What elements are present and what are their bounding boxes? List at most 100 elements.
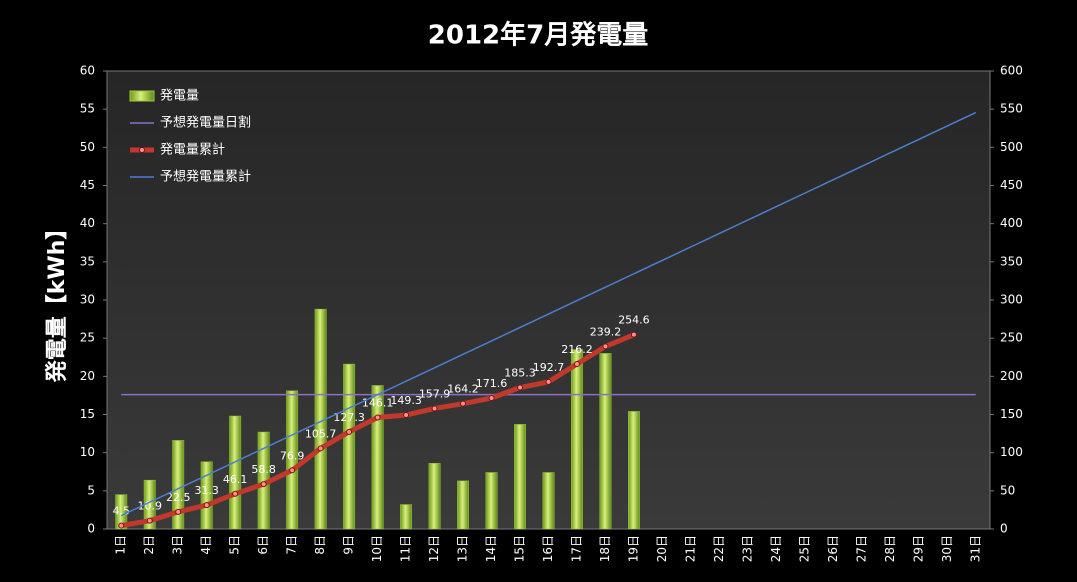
point (460, 400, 467, 407)
x-tick-label: 27日 (854, 535, 868, 562)
y2-tick-label: 350 (1000, 254, 1023, 268)
series-line (120, 111, 977, 517)
y-tick-label: 30 (80, 293, 95, 307)
x-tick-label: 14日 (484, 535, 498, 562)
x-tick-label: 24日 (769, 535, 783, 562)
point (602, 343, 609, 350)
point (403, 412, 410, 419)
x-tick-label: 20日 (655, 535, 669, 562)
data-label: 10.9 (137, 500, 162, 513)
x-tick-label: 23日 (740, 535, 754, 562)
x-tick-label: 16日 (541, 535, 555, 562)
legend-marker (139, 147, 145, 153)
bar (229, 415, 242, 530)
data-label: 105.7 (305, 427, 337, 440)
x-tick-label: 21日 (683, 535, 697, 562)
point (517, 384, 524, 391)
point (346, 428, 353, 435)
x-tick-label: 15日 (513, 535, 527, 562)
bar (343, 363, 356, 530)
x-tick-label: 28日 (883, 535, 897, 562)
point (545, 378, 552, 385)
y2-tick-label: 200 (1000, 369, 1023, 383)
y2-tick-label: 250 (1000, 331, 1023, 345)
y2-tick-label: 550 (1000, 102, 1023, 116)
bar (599, 353, 612, 530)
point (630, 331, 637, 338)
y-tick-label: 60 (80, 64, 95, 78)
point (175, 508, 182, 515)
point (374, 414, 381, 421)
point (431, 405, 438, 412)
data-label: 31.3 (194, 484, 219, 497)
bar (457, 480, 469, 530)
bar (628, 411, 640, 530)
legend-swatch (129, 90, 155, 102)
chart-title: 2012年7月発電量 (428, 20, 648, 51)
x-tick-label: 19日 (626, 535, 640, 562)
x-tick-label: 31日 (968, 535, 982, 562)
y2-tick-label: 100 (1000, 445, 1023, 459)
point (203, 502, 210, 509)
point (488, 395, 495, 402)
y-axis-label: 発電量【kWh】 (45, 218, 70, 384)
y2-tick-label: 500 (1000, 140, 1023, 154)
bar (200, 461, 213, 530)
data-label: 46.1 (223, 473, 248, 486)
y2-tick-label: 50 (1000, 483, 1015, 497)
data-label: 127.3 (333, 411, 365, 424)
point (317, 445, 324, 452)
y2-tick-label: 450 (1000, 178, 1023, 192)
y-tick-label: 25 (80, 331, 95, 345)
x-tick-label: 9日 (342, 535, 356, 555)
point (146, 517, 153, 524)
y2-tick-label: 300 (1000, 293, 1023, 307)
bar (371, 385, 384, 530)
point (232, 490, 239, 497)
legend-label: 発電量累計 (160, 142, 225, 158)
x-tick-label: 13日 (456, 535, 470, 562)
x-tick-label: 26日 (826, 535, 840, 562)
y-tick-label: 15 (80, 407, 95, 421)
x-tick-label: 17日 (569, 535, 583, 562)
legend-label: 発電量 (160, 89, 199, 104)
x-tick-label: 11日 (399, 535, 413, 562)
data-label: 157.9 (419, 387, 451, 400)
data-label: 76.9 (280, 449, 305, 462)
data-label: 4.5 (112, 505, 130, 518)
y2-tick-label: 0 (1000, 522, 1008, 536)
x-tick-label: 8日 (313, 535, 327, 555)
bar (286, 390, 299, 530)
y2-tick-label: 400 (1000, 216, 1023, 230)
x-tick-label: 10日 (370, 535, 384, 562)
y-tick-label: 50 (80, 140, 95, 154)
y-tick-label: 55 (80, 102, 95, 116)
x-tick-label: 18日 (598, 535, 612, 562)
data-label: 254.6 (618, 314, 650, 327)
data-label: 146.1 (362, 396, 394, 409)
bar (571, 349, 583, 530)
x-tick-label: 5日 (228, 535, 242, 555)
bar (542, 472, 555, 530)
x-tick-label: 1日 (114, 535, 128, 555)
y-tick-label: 45 (80, 178, 95, 192)
bar (172, 440, 185, 530)
y-tick-label: 40 (80, 216, 95, 230)
data-label: 239.2 (590, 325, 622, 338)
point (573, 360, 580, 367)
y-tick-label: 0 (87, 522, 95, 536)
x-tick-label: 25日 (797, 535, 811, 562)
point (118, 522, 125, 529)
data-label: 185.3 (504, 367, 536, 380)
data-label: 149.3 (390, 394, 422, 407)
y-tick-label: 5 (87, 483, 95, 497)
point (260, 481, 267, 488)
data-label: 22.5 (166, 491, 191, 504)
data-label: 58.8 (251, 463, 276, 476)
bar (485, 472, 498, 530)
bar (428, 463, 441, 530)
bar (514, 424, 526, 530)
legend-label: 予想発電量累計 (160, 169, 251, 185)
y-tick-label: 20 (80, 369, 95, 383)
